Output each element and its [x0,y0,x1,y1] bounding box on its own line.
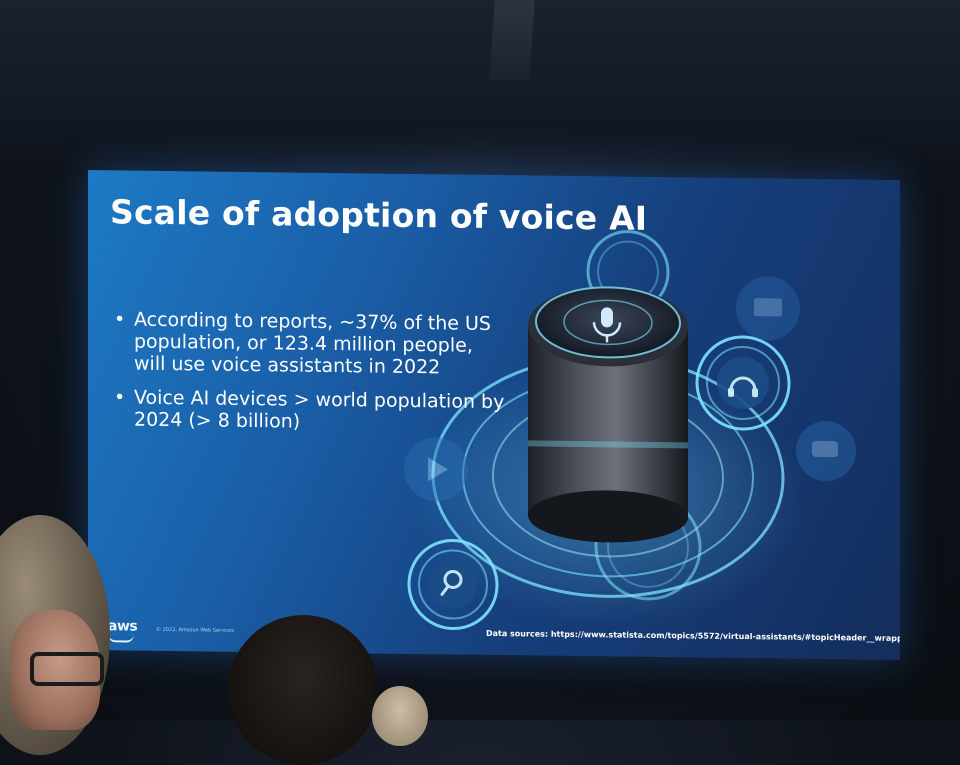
chat-icon [796,421,856,482]
ceiling [0,0,960,180]
audience-head-right [372,686,428,746]
search-icon [407,538,499,631]
projection-screen: Scale of adoption of voice AI According … [88,170,900,660]
bullet-item: Voice AI devices > world population by 2… [110,386,510,435]
audience-face [10,610,100,730]
bullet-item: According to reports, ~37% of the US pop… [110,308,510,379]
aws-logo: aws [108,618,138,635]
eyeglasses [30,652,104,686]
headset-icon [695,335,791,431]
audience-head-middle [228,615,378,765]
copyright-notice: © 2023, Amazon Web Services [156,626,234,634]
aws-logo-smile [108,634,134,643]
slide-title: Scale of adoption of voice AI [110,192,648,238]
monitor-icon [736,276,800,341]
microphone-icon [592,307,622,343]
bullet-list: According to reports, ~37% of the US pop… [110,308,510,447]
play-icon [404,437,468,502]
ceiling-light [489,0,535,80]
